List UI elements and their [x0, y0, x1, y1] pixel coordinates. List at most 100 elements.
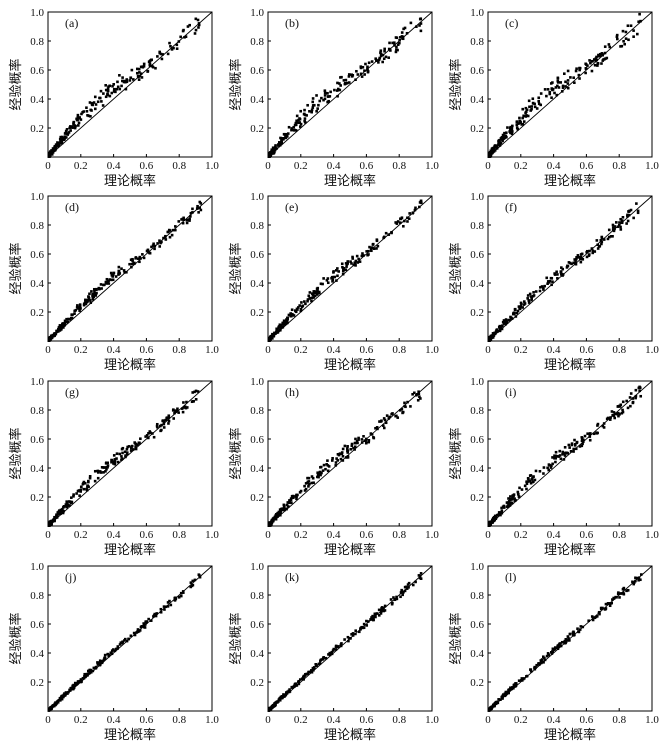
scatter-point	[269, 154, 273, 158]
scatter-point	[382, 426, 386, 430]
x-tick-label: 0	[265, 714, 271, 726]
scatter-point	[543, 284, 546, 288]
scatter-point	[76, 304, 79, 307]
scatter-point	[188, 23, 191, 27]
scatter-point	[78, 303, 82, 306]
y-tick-label: 0.6	[250, 65, 264, 77]
scatter-point	[371, 243, 375, 246]
scatter-point	[413, 391, 416, 395]
scatter-point	[182, 406, 186, 409]
scatter-point	[146, 248, 150, 252]
scatter-point	[128, 262, 131, 266]
scatter-point	[545, 276, 549, 280]
scatter-point	[620, 219, 624, 222]
scatter-point	[112, 462, 115, 465]
scatter-point	[372, 618, 375, 622]
scatter-point	[177, 40, 181, 43]
scatter-point	[550, 464, 553, 467]
scatter-point	[307, 294, 311, 298]
y-tick-label: 0.8	[470, 36, 484, 48]
scatter-point	[287, 501, 291, 504]
scatter-point	[567, 443, 571, 447]
scatter-point	[518, 305, 521, 309]
scatter-point	[95, 288, 98, 292]
scatter-point	[570, 262, 573, 266]
scatter-point	[312, 668, 315, 672]
scatter-point	[194, 17, 198, 21]
x-axis-title: 理论概率	[544, 542, 596, 557]
panel-label: (e)	[285, 200, 298, 214]
y-tick-label: 0.2	[250, 123, 264, 135]
scatter-point	[493, 518, 497, 522]
scatter-point	[637, 20, 640, 24]
scatter-point	[527, 299, 531, 302]
scatter-point	[312, 291, 316, 295]
scatter-point	[113, 649, 117, 653]
scatter-point	[590, 69, 594, 73]
scatter-point	[282, 507, 285, 511]
scatter-point	[85, 299, 89, 303]
scatter-point	[550, 96, 553, 100]
plot-frame	[47, 11, 213, 158]
scatter-point	[400, 216, 404, 220]
scatter-point	[300, 305, 304, 309]
scatter-point	[323, 91, 327, 95]
scatter-point	[528, 479, 532, 483]
scatter-point	[303, 484, 306, 488]
scatter-point	[419, 17, 423, 21]
scatter-point	[383, 604, 387, 608]
scatter-point	[286, 321, 289, 325]
y-tick-label: 0.4	[470, 94, 484, 106]
panel-label: (d)	[65, 200, 79, 214]
scatter-point	[174, 225, 177, 228]
scatter-point	[63, 319, 67, 323]
scatter-point	[98, 663, 102, 667]
scatter-point	[374, 615, 377, 619]
scatter-point	[549, 466, 553, 469]
scatter-point	[290, 128, 293, 132]
scatter-point	[331, 276, 334, 280]
scatter-point	[286, 132, 290, 135]
y-tick-label: 0.6	[30, 249, 44, 261]
scatter-point	[54, 143, 58, 147]
scatter-point	[553, 647, 556, 651]
scatter-point	[361, 65, 365, 69]
scatter-point	[312, 481, 315, 485]
scatter-point	[579, 255, 583, 259]
x-tick-label: 1.0	[425, 529, 439, 541]
scatter-point	[490, 518, 494, 522]
scatter-point	[634, 576, 637, 580]
scatter-point	[632, 582, 635, 586]
scatter-point	[619, 228, 623, 231]
scatter-point	[609, 602, 612, 605]
y-axis-title: 经验概率	[8, 612, 23, 664]
scatter-point	[271, 146, 275, 150]
scatter-point	[494, 145, 497, 149]
x-tick-label: 0.6	[140, 160, 154, 172]
scatter-point	[293, 309, 297, 312]
scatter-point	[509, 686, 512, 690]
scatter-point	[112, 87, 116, 91]
y-tick-label: 0.2	[30, 307, 44, 319]
scatter-point	[626, 406, 630, 410]
scatter-point	[585, 249, 589, 253]
scatter-point	[627, 38, 630, 42]
scatter-point	[142, 65, 146, 68]
x-axis-title: 理论概率	[324, 357, 376, 372]
scatter-point	[555, 93, 559, 97]
scatter-point	[582, 438, 585, 442]
scatter-point	[395, 48, 398, 51]
scatter-series	[267, 572, 423, 712]
scatter-point	[339, 643, 343, 646]
y-tick-label: 0.6	[250, 434, 264, 446]
scatter-point	[574, 443, 577, 446]
scatter-point	[508, 688, 512, 691]
scatter-point	[591, 249, 595, 253]
scatter-point	[177, 411, 180, 414]
scatter-point	[67, 131, 71, 134]
scatter-point	[533, 102, 536, 106]
x-tick-label: 0.6	[140, 529, 154, 541]
scatter-point	[497, 513, 500, 517]
scatter-point	[167, 414, 171, 418]
scatter-point	[420, 201, 423, 205]
